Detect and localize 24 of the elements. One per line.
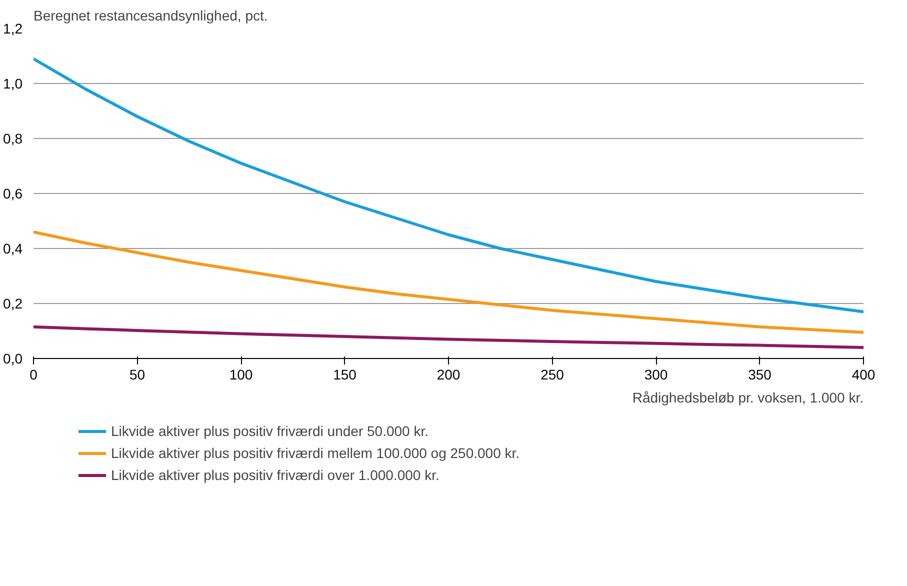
legend-label: Likvide aktiver plus positiv friværdi mellem 100.000 og 250.000 kr. (111, 444, 520, 462)
x-tick-label: 300 (644, 366, 668, 382)
x-tick-label: 0 (30, 366, 38, 382)
x-axis-title: Rådighedsbeløb pr. voksen, 1.000 kr. (632, 390, 864, 406)
x-tick-label: 100 (229, 366, 253, 382)
legend-label: Likvide aktiver plus positiv friværdi under 50.000 kr. (111, 422, 428, 440)
x-tick-label: 350 (748, 366, 772, 382)
y-tick-label: 0,8 (3, 130, 23, 146)
y-tick-label: 0,2 (3, 296, 23, 312)
x-tick-label: 150 (333, 366, 357, 382)
y-tick-label: 0,6 (3, 186, 23, 202)
y-tick-label: 0,4 (3, 240, 23, 256)
x-tick-label: 50 (129, 366, 146, 382)
x-tick-label: 400 (852, 366, 876, 382)
y-axis-title: Beregnet restancesandsynlighed, pct. (34, 8, 268, 24)
line-series (34, 325, 864, 349)
y-tick-label: 1,0 (3, 76, 23, 92)
x-tick-label: 200 (436, 366, 460, 382)
legend-label: Likvide aktiver plus positiv friværdi over 1.000.000 kr. (111, 466, 440, 484)
x-tick-label: 250 (540, 366, 564, 382)
y-tick-label: 1,2 (3, 20, 23, 36)
line-series (34, 57, 864, 314)
y-tick-label: 0,0 (3, 350, 23, 366)
line-series (34, 230, 864, 334)
